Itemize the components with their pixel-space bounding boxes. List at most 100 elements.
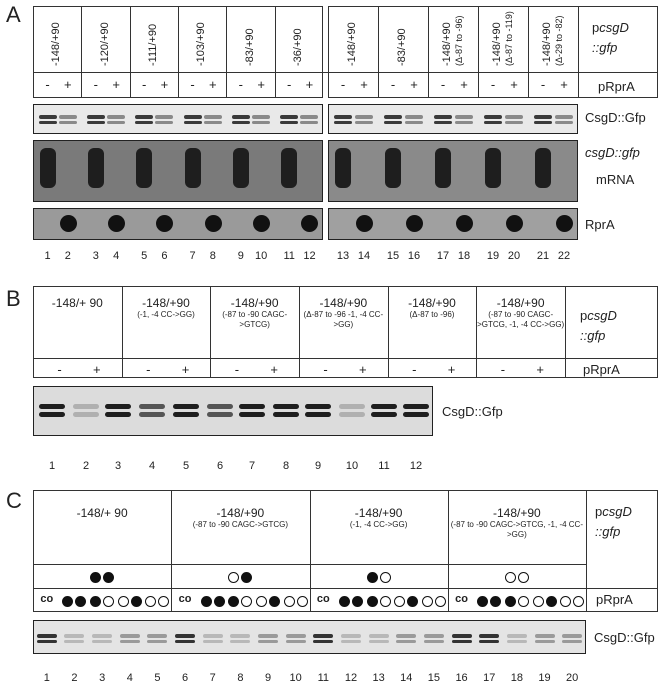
construct-name: -148/+90 [408, 296, 456, 310]
lane-number: 12 [409, 460, 423, 472]
co-label: co [455, 593, 468, 605]
lane-number: 1 [44, 250, 51, 262]
panel-b-header [33, 286, 658, 378]
lane-number: 11 [283, 250, 295, 262]
plus-sign: + [360, 77, 368, 92]
gfp-band [273, 404, 299, 409]
gfp-band [285, 634, 306, 638]
construct-name: -148/+90 [541, 22, 553, 66]
divider [33, 72, 658, 73]
divider [171, 490, 173, 612]
lane-number: 9 [314, 460, 322, 472]
construct-label: -103/+90 [195, 22, 208, 66]
plus-sign: + [270, 362, 278, 377]
lane-number: 1 [48, 460, 56, 472]
gfp-band [64, 640, 85, 643]
minus-sign: - [500, 362, 506, 377]
gfp-band [135, 121, 154, 124]
panel-b-gfp-label: CsgD::Gfp [442, 404, 503, 419]
gfp-band [86, 115, 105, 119]
gfp-band [202, 640, 223, 643]
rpra-circle-icon [283, 596, 295, 608]
gfp-band [92, 640, 113, 643]
lane-number: 8 [237, 672, 244, 684]
construct-label: -148/+90 (Δ-87 to -96 -1, -4 CC->GG) [299, 296, 388, 330]
gfp-band [368, 640, 389, 643]
construct-name: -148/+90 [354, 506, 403, 520]
lane-number: 4 [126, 672, 133, 684]
gfp-band [300, 115, 319, 119]
rpra-symbols [365, 593, 393, 611]
gfp-band [534, 121, 552, 124]
gfp-band [119, 634, 140, 638]
gfp-band [64, 634, 85, 638]
divider [33, 588, 658, 589]
construct-detail: (Δ-87 to -119) [504, 11, 514, 66]
minus-sign: - [45, 77, 50, 92]
gfp-band [203, 121, 222, 124]
gfp-band [203, 115, 222, 119]
rpra-symbols [558, 593, 586, 611]
divider [378, 6, 379, 98]
gfp-band [119, 640, 140, 643]
lane-number: 5 [141, 250, 148, 262]
gfp-band [207, 412, 233, 417]
gfp-band [334, 121, 352, 124]
divider [81, 6, 83, 98]
panel-b-label: B [6, 286, 21, 311]
rpra-symbols [531, 593, 559, 611]
plus-sign: + [181, 362, 190, 377]
construct-detail: (-1, -4 CC->GG) [349, 520, 408, 529]
minus-sign: - [93, 77, 98, 92]
construct-label: -120/+90 [98, 22, 111, 66]
construct-name: -148/+90 [496, 296, 545, 310]
gfp-band [339, 412, 365, 417]
plus-sign: + [257, 77, 265, 92]
panel-c-label: C [6, 488, 22, 513]
lane-number: 20 [507, 250, 521, 262]
gfp-band [434, 121, 452, 124]
divider [578, 6, 579, 98]
rpra-spot [156, 215, 174, 232]
gfp-band [147, 640, 168, 643]
gfp-band [175, 640, 196, 643]
construct-detail: (-87 to -90 CAGC->GTCG, -1, -4 CC->GG) [477, 310, 565, 329]
panel-a-prpra-label: pRprA [598, 79, 635, 94]
rpra-circle-icon [241, 596, 253, 608]
site-circle-icon [90, 572, 102, 584]
lane-number: 8 [209, 250, 216, 262]
plus-sign: + [536, 362, 544, 377]
construct-name: -148/+90 [346, 22, 358, 66]
lane-number: 16 [455, 672, 468, 684]
divider [274, 6, 276, 98]
gfp-band [479, 634, 500, 638]
rpra-circle-icon [338, 596, 350, 608]
gfp-band [355, 121, 373, 124]
gfp-band [139, 404, 165, 409]
lane-number: 6 [216, 460, 224, 472]
gfp-band [230, 640, 251, 643]
minus-sign: - [390, 77, 396, 92]
lane-number: 9 [264, 672, 272, 684]
gfp-band [371, 412, 397, 417]
gfp-band [305, 412, 331, 417]
construct-label: -148/+ 90 [33, 296, 122, 310]
gfp-band [273, 412, 299, 417]
panel-c-gfp-blot [33, 620, 586, 654]
mrna-band [435, 148, 451, 188]
lane-number: 10 [289, 672, 302, 684]
construct-label: -148/+90 (-1, -4 CC->GG) [310, 506, 448, 530]
rpra-circle-icon [573, 596, 585, 608]
mrna-band [385, 148, 401, 188]
construct-label: -148/+90 (-1, -4 CC->GG) [122, 296, 211, 320]
lane-number: 7 [209, 672, 216, 684]
minus-sign: - [490, 77, 496, 92]
construct-name: -148/+90 [216, 506, 265, 520]
gfp-band [484, 115, 502, 119]
panel-a-label: A [6, 2, 21, 27]
divider [476, 286, 478, 378]
rpra-symbols [88, 593, 116, 611]
lane-number: 18 [510, 672, 523, 684]
minus-sign: - [57, 362, 62, 377]
rpra-spot [108, 215, 126, 232]
